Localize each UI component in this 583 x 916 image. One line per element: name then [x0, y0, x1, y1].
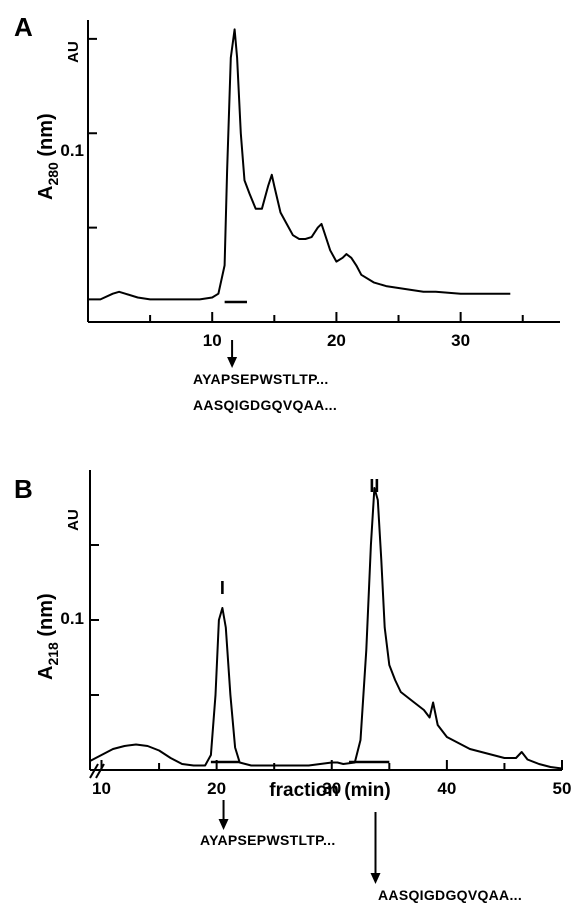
svg-text:A218 (nm): A218 (nm) — [35, 593, 61, 680]
panel-a-y-axis-label: A280 (nm) — [35, 113, 61, 200]
panel-a-arrow-head — [227, 357, 238, 368]
panel-b-arrow-head-1 — [218, 819, 229, 830]
panel-b-peak-label-1: I — [220, 578, 225, 598]
panel-b-x-axis-label: fraction (min) — [269, 780, 390, 801]
b-x-tick-label-2: 30 — [322, 779, 341, 798]
panel-b-letter: B — [14, 474, 33, 504]
panel-b-x-tick-labels: 10 20 30 40 50 — [92, 779, 571, 798]
b-x-tick-label-3: 40 — [437, 779, 456, 798]
panel-a-letter: A — [14, 12, 33, 42]
svg-text:AU: AU — [65, 509, 82, 531]
panel-b-y-axis-label: A218 (nm) — [35, 593, 61, 680]
a-x-tick-label-0: 10 — [203, 331, 222, 350]
panel-a-x-tick-labels: 10 20 30 — [203, 331, 470, 350]
a-x-tick-label-1: 20 — [327, 331, 346, 350]
panel-b-unit-label: AU — [65, 509, 82, 531]
b-x-tick-label-4: 50 — [553, 779, 572, 798]
panel-b-sequence-1: AYAPSEPWSTLTP... — [200, 832, 336, 848]
panel-a-sequence-2: AASQIGDGQVQAA... — [193, 397, 337, 413]
panel-a-sequence-1: AYAPSEPWSTLTP... — [193, 371, 329, 387]
svg-text:AU: AU — [65, 41, 82, 63]
panel-b: A218 (nm) AU 0.1 10 20 30 40 50 III fraction… — [35, 470, 571, 903]
panel-b-y-tick-label: 0.1 — [60, 609, 84, 628]
panel-a-y-tick-label: 0.1 — [60, 141, 84, 160]
panel-b-sequence-2: AASQIGDGQVQAA... — [378, 887, 522, 903]
panel-a-unit-label: AU — [65, 41, 82, 63]
panel-b-arrow-head-2 — [370, 873, 381, 884]
panel-b-fraction-marks: III — [89, 476, 390, 884]
panel-b-axis-break-2 — [95, 763, 105, 779]
panel-a-trace — [88, 28, 511, 301]
panel-b-axes — [89, 470, 563, 771]
svg-text:A280 (nm): A280 (nm) — [35, 113, 61, 200]
panel-a: A280 (nm) AU 0.1 10 20 30 AYAPSEPWSTLTP...… — [35, 20, 560, 413]
b-x-tick-label-1: 20 — [207, 779, 226, 798]
a-x-tick-label-2: 30 — [451, 331, 470, 350]
panel-b-trace — [89, 487, 563, 770]
panel-b-axis-break-1 — [89, 763, 99, 779]
panel-a-fraction-marks — [224, 300, 247, 368]
panel-b-peak-label-2: II — [369, 476, 379, 496]
b-x-tick-label-0: 10 — [92, 779, 111, 798]
panel-a-axes — [87, 20, 560, 323]
